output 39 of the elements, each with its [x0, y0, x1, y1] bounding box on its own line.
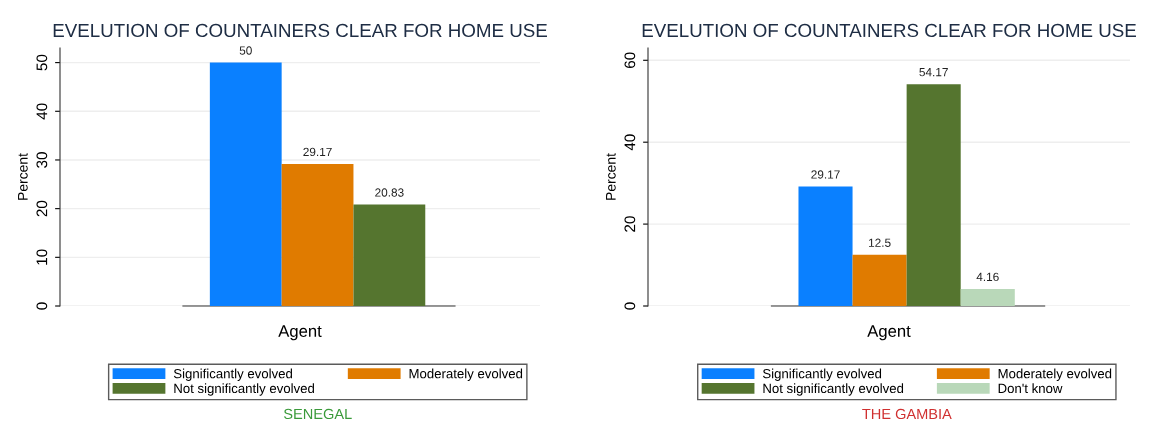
- data-label: 54.17: [919, 68, 948, 77]
- data-label: 50: [239, 46, 252, 55]
- x-axis-title: Agent: [867, 325, 911, 341]
- bar: [353, 204, 426, 306]
- bar: [798, 186, 853, 306]
- text: THE GAMBIA: [862, 408, 952, 420]
- chart-title: EVELUTION OF COUNTAINERS CLEAR FOR HOME USE: [642, 23, 1136, 38]
- legend-label: Don't know: [998, 383, 1063, 394]
- y-tick-label: 20: [624, 216, 636, 232]
- y-tick-label: 0: [36, 302, 48, 310]
- bar: [960, 288, 1015, 306]
- bar: [281, 164, 354, 306]
- legend-label: Significantly evolved: [762, 368, 882, 381]
- x-axis-title: Agent: [278, 325, 322, 341]
- bar: [852, 254, 907, 306]
- legend-label: Moderately evolved: [998, 368, 1112, 381]
- data-label: 4.16: [976, 272, 999, 282]
- bar: [209, 62, 282, 306]
- y-tick-label: 0: [624, 302, 636, 310]
- chart-title: EVELUTION OF COUNTAINERS CLEAR FOR HOME USE: [53, 23, 547, 38]
- data-label: 29.17: [303, 147, 332, 157]
- data-label: 29.17: [811, 170, 840, 179]
- y-tick-label: 50: [36, 54, 48, 71]
- bar: [906, 84, 961, 306]
- data-label: 12.5: [869, 238, 891, 247]
- y-tick-label: 30: [36, 152, 48, 168]
- y-tick-label: 40: [624, 134, 636, 151]
- y-tick-label: 20: [36, 200, 48, 217]
- legend-label: Moderately evolved: [409, 368, 523, 381]
- legend-label: Not significantly evolved: [174, 383, 314, 396]
- y-tick-label: 10: [36, 249, 48, 265]
- y-axis-title: Percent: [18, 153, 28, 200]
- y-tick-label: 60: [624, 52, 636, 69]
- legend-label: Significantly evolved: [173, 368, 292, 381]
- text: SENEGAL: [283, 408, 352, 420]
- data-label: 20.83: [375, 188, 404, 197]
- y-tick-label: 40: [36, 103, 48, 120]
- y-axis-title: Percent: [606, 153, 616, 200]
- legend-label: Not significantly evolved: [763, 383, 904, 396]
